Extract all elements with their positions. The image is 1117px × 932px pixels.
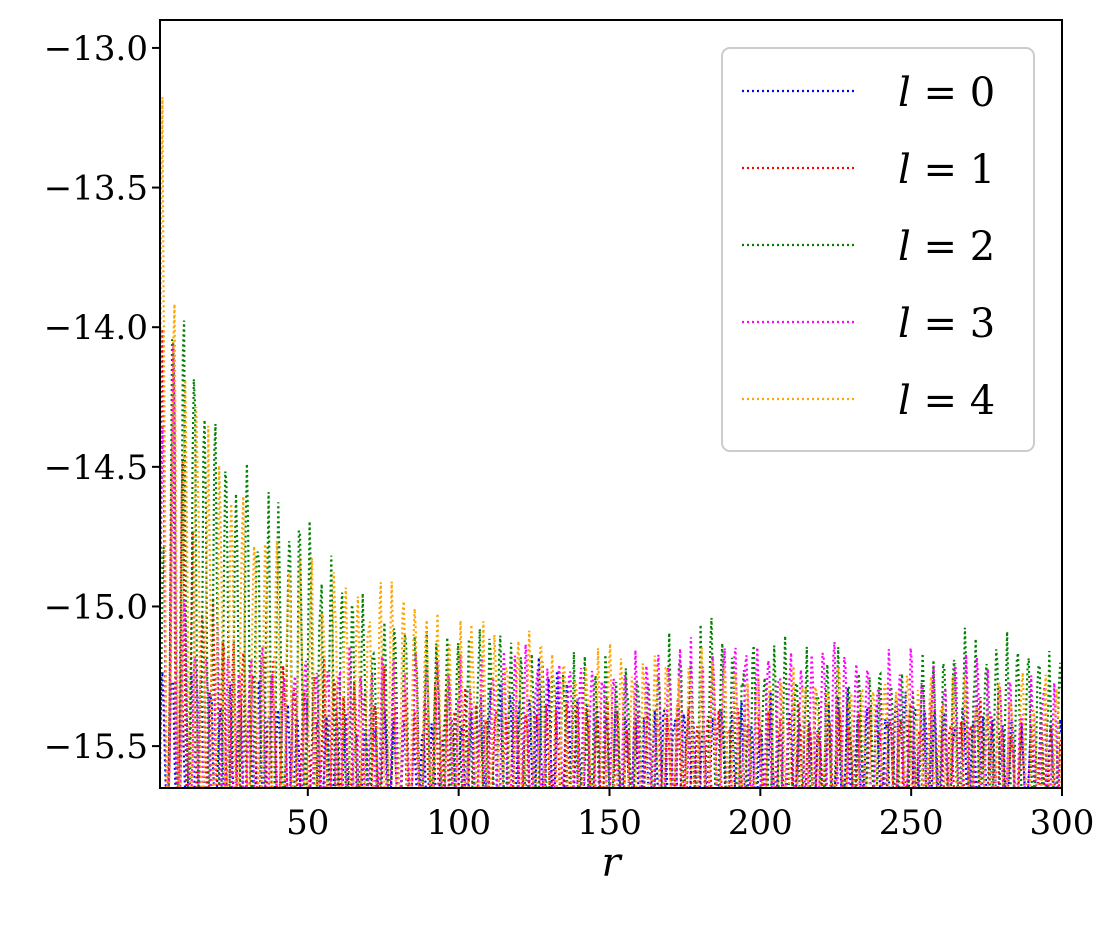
y-tick-label: −15.5 (44, 727, 148, 767)
legend-var: l (898, 70, 911, 116)
legend-label: l = 1 (898, 147, 995, 193)
x-tick-label: 200 (728, 803, 793, 843)
legend-eq: = (911, 70, 970, 116)
legend-label: l = 3 (898, 301, 995, 347)
series-line-l4 (160, 97, 1062, 788)
series-line-l3 (160, 344, 1060, 788)
x-tick-label: 150 (577, 803, 642, 843)
legend-value: 0 (970, 70, 995, 116)
x-tick-label: 50 (286, 803, 329, 843)
y-tick-label: −14.5 (44, 448, 148, 488)
x-tick-label: 300 (1030, 803, 1095, 843)
x-axis: 50 100 150 200 250 300 (286, 788, 1094, 843)
x-axis-label: r (601, 840, 623, 886)
legend-var: l (898, 378, 911, 424)
x-tick-label: 250 (879, 803, 944, 843)
legend-var: l (898, 301, 911, 347)
legend-eq: = (911, 301, 970, 347)
legend-value: 1 (970, 147, 995, 193)
legend-eq: = (911, 224, 970, 270)
legend-eq: = (911, 378, 970, 424)
legend-var: l (898, 147, 911, 193)
plot-frame (159, 19, 1063, 789)
legend-label: l = 2 (898, 224, 995, 270)
y-tick-label: −15.0 (44, 587, 148, 627)
legend-label: l = 4 (898, 378, 995, 424)
legend-var: l (898, 224, 911, 270)
legend: l = 0l = 1l = 2l = 3l = 4 (721, 47, 1035, 452)
legend-eq: = (911, 147, 970, 193)
legend-box (721, 47, 1035, 452)
y-tick-label: −14.0 (44, 308, 148, 348)
legend-value: 2 (970, 224, 995, 270)
series-layer (160, 97, 1062, 788)
legend-value: 4 (970, 378, 995, 424)
y-tick-label: −13.0 (44, 29, 148, 69)
legend-value: 3 (970, 301, 995, 347)
y-tick-label: −13.5 (44, 169, 148, 209)
legend-label: l = 0 (898, 70, 995, 116)
x-tick-label: 100 (426, 803, 491, 843)
y-axis: −13.0 −13.5 −14.0 −14.5 −15.0 −15.5 (44, 29, 160, 767)
